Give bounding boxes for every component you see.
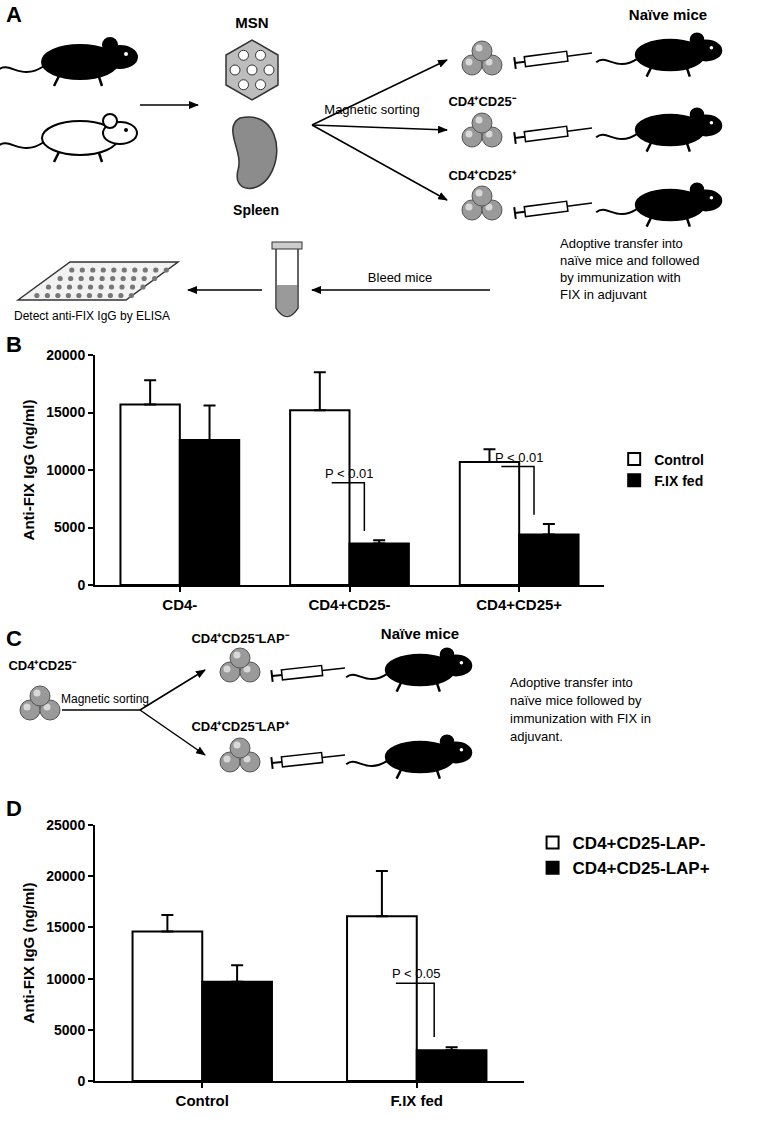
svg-text:Naïve mice: Naïve mice	[381, 625, 459, 642]
svg-text:CD4⁺CD25⁻LAP⁺: CD4⁺CD25⁻LAP⁺	[191, 719, 289, 734]
svg-text:CD4⁺CD25⁻LAP⁻: CD4⁺CD25⁻LAP⁻	[191, 631, 289, 646]
svg-text:20000: 20000	[46, 868, 85, 884]
svg-text:Anti-FIX IgG (ng/ml): Anti-FIX IgG (ng/ml)	[20, 883, 37, 1024]
html-text:D: D	[6, 796, 22, 821]
svg-text:Adoptive transfer into: Adoptive transfer into	[560, 236, 683, 251]
svg-text:F.IX fed: F.IX fed	[654, 473, 703, 489]
svg-text:25000: 25000	[46, 817, 85, 833]
html-text:A: A	[6, 2, 22, 27]
svg-text:F.IX fed: F.IX fed	[390, 1092, 443, 1109]
svg-text:Spleen: Spleen	[233, 202, 279, 218]
svg-text:by immunization with: by immunization with	[560, 270, 681, 285]
svg-text:CD4-: CD4-	[162, 596, 197, 613]
svg-text:FIX in adjuvant: FIX in adjuvant	[560, 287, 647, 302]
svg-text:naïve mice and followed: naïve mice and followed	[560, 253, 699, 268]
svg-text:CD4+CD25-LAP+: CD4+CD25-LAP+	[573, 859, 710, 878]
html-text:B: B	[6, 332, 22, 357]
svg-text:0: 0	[77, 1073, 85, 1089]
svg-text:15000: 15000	[46, 919, 85, 935]
svg-text:naïve mice followed by: naïve mice followed by	[510, 693, 642, 708]
svg-text:Detect anti-FIX IgG by ELISA: Detect anti-FIX IgG by ELISA	[14, 309, 170, 323]
svg-text:P < 0.01: P < 0.01	[495, 450, 544, 465]
svg-text:Bleed mice: Bleed mice	[368, 270, 432, 285]
svg-text:P < 0.01: P < 0.01	[325, 466, 374, 481]
svg-text:0: 0	[77, 577, 85, 593]
svg-text:CD4+CD25-: CD4+CD25-	[308, 596, 390, 613]
svg-text:P < 0.05: P < 0.05	[392, 966, 441, 981]
svg-text:15000: 15000	[46, 404, 85, 420]
svg-text:Adoptive transfer into: Adoptive transfer into	[510, 675, 633, 690]
html-text:C: C	[6, 626, 22, 651]
svg-text:Control: Control	[654, 452, 704, 468]
svg-text:CD4⁺CD25⁻: CD4⁺CD25⁻	[448, 94, 516, 109]
svg-text:Control: Control	[176, 1092, 229, 1109]
svg-text:Naïve mice: Naïve mice	[629, 6, 707, 23]
svg-text:CD4⁺CD25⁺: CD4⁺CD25⁺	[448, 168, 516, 183]
svg-text:5000: 5000	[54, 1022, 85, 1038]
svg-text:MSN: MSN	[235, 14, 268, 31]
svg-text:Magnetic sorting: Magnetic sorting	[61, 692, 149, 706]
svg-text:Magnetic sorting: Magnetic sorting	[324, 102, 419, 117]
svg-text:5000: 5000	[54, 519, 85, 535]
svg-text:CD4⁺CD25⁻: CD4⁺CD25⁻	[8, 658, 76, 673]
svg-text:20000: 20000	[46, 347, 85, 363]
svg-text:immunization with FIX in: immunization with FIX in	[510, 711, 651, 726]
svg-text:10000: 10000	[46, 462, 85, 478]
svg-text:CD4+CD25+: CD4+CD25+	[476, 596, 562, 613]
svg-text:CD4+CD25-LAP-: CD4+CD25-LAP-	[573, 834, 706, 853]
svg-text:adjuvant.: adjuvant.	[510, 729, 563, 744]
svg-text:10000: 10000	[46, 971, 85, 987]
svg-text:Anti-FIX IgG (ng/ml): Anti-FIX IgG (ng/ml)	[20, 400, 37, 541]
